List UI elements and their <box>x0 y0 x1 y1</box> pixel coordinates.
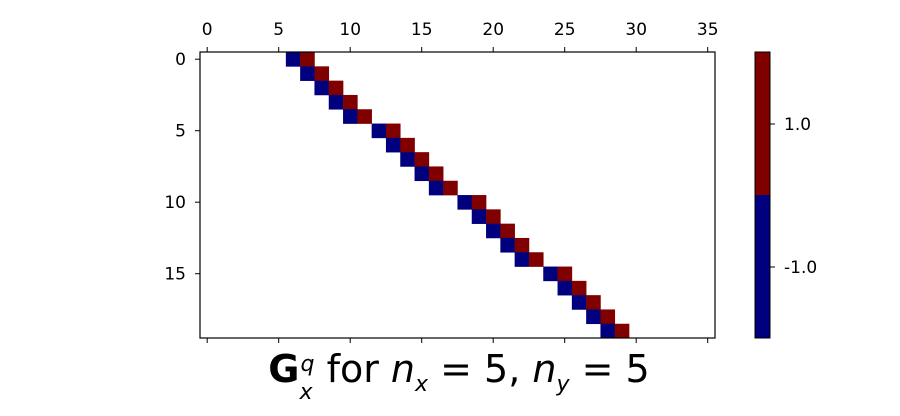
title-n1-sub: x <box>414 372 429 397</box>
heatmap-cell <box>557 280 573 296</box>
colorbar-negative-segment <box>755 195 770 338</box>
heatmap-cell <box>514 252 530 267</box>
heatmap-cell <box>285 52 301 67</box>
heatmap-cell <box>414 152 430 167</box>
heatmap-cell <box>443 180 458 196</box>
x-tick-label: 25 <box>554 20 576 40</box>
heatmap-cell <box>457 195 473 210</box>
heatmap-cell <box>500 223 515 239</box>
heatmap-cell <box>500 237 515 253</box>
x-tick-label: 10 <box>339 20 361 40</box>
heatmap-cell <box>486 223 501 239</box>
y-axis-ticks: 0 5 10 15 <box>164 50 200 285</box>
x-tick-label: 0 <box>202 20 213 40</box>
heatmap-cell <box>428 180 444 196</box>
x-tick-label: 5 <box>273 20 284 40</box>
heatmap-cell <box>586 295 601 310</box>
heatmap-cells <box>285 52 630 339</box>
heatmap-cell <box>400 152 415 167</box>
title-n1: n <box>391 347 415 391</box>
heatmap-cell <box>328 80 344 96</box>
heatmap-cell <box>328 94 344 110</box>
heatmap-cell <box>557 266 573 282</box>
y-tick-label: 5 <box>175 122 186 142</box>
x-axis-bottom-ticks <box>206 338 709 343</box>
x-tick-label: 15 <box>411 20 433 40</box>
heatmap-cell <box>543 266 558 282</box>
y-tick-label: 0 <box>175 50 186 70</box>
title-n2: n <box>532 347 556 391</box>
heatmap-cell <box>600 309 616 325</box>
heatmap-cell <box>586 309 601 325</box>
colorbar-positive-segment <box>755 52 770 195</box>
title-eq2: = 5 <box>570 347 650 391</box>
heatmap-cell <box>300 66 315 81</box>
title-G: G <box>268 347 299 391</box>
heatmap-cell <box>385 123 401 139</box>
heatmap-cell <box>571 280 587 296</box>
heatmap-cell <box>357 109 372 124</box>
title-sub-x: x <box>299 380 314 405</box>
colorbar-tick-label: 1.0 <box>784 115 811 135</box>
title-n2-sub: y <box>555 372 570 397</box>
heatmap-cell <box>571 295 587 310</box>
heatmap-cell <box>414 166 430 182</box>
title-sup-q: q <box>301 352 315 377</box>
x-tick-label: 35 <box>697 20 719 40</box>
x-tick-label: 20 <box>482 20 504 40</box>
x-tick-label: 30 <box>625 20 647 40</box>
colorbar-frame <box>754 51 771 339</box>
heatmap-cell <box>371 123 387 139</box>
title-eq1: = 5, <box>428 347 532 391</box>
heatmap-cell <box>471 209 487 224</box>
heatmap-cell <box>385 137 401 153</box>
heatmap-cell <box>514 237 530 253</box>
x-axis-ticks: 0 5 10 15 20 25 30 35 <box>202 20 719 52</box>
colorbar-tick-label: -1.0 <box>784 258 817 278</box>
heatmap-cell <box>400 137 415 153</box>
plot-frame <box>199 51 716 339</box>
heatmap-cell <box>486 209 501 224</box>
heatmap-cell <box>428 166 444 182</box>
colorbar: 1.0 -1.0 <box>754 51 817 339</box>
chart-title: Gxq for nx = 5, ny = 5 <box>268 347 649 405</box>
y-tick-label: 10 <box>164 193 186 213</box>
heatmap-cell <box>614 323 630 339</box>
heatmap-cell <box>300 52 315 67</box>
y-tick-label: 15 <box>164 265 186 285</box>
heatmap-cell <box>314 66 330 81</box>
heatmap-cell <box>471 195 487 210</box>
heatmap-cell <box>343 109 358 124</box>
heatmap-cell <box>528 252 544 267</box>
title-for: for <box>315 347 391 391</box>
heatmap-cell <box>343 94 358 110</box>
heatmap-cell <box>600 323 616 339</box>
heatmap-cell <box>314 80 330 96</box>
